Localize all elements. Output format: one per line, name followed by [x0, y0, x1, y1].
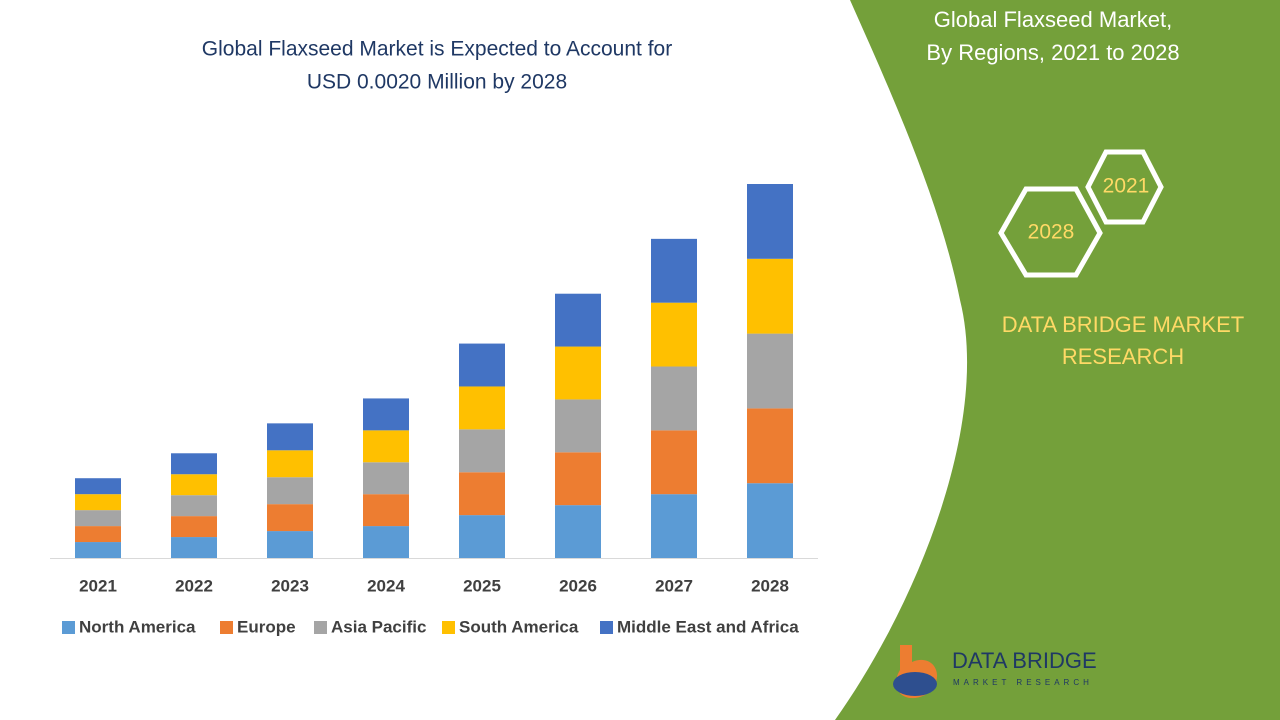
- bar-segment: [171, 495, 217, 517]
- bar-segment: [267, 423, 313, 451]
- logo-name: DATA BRIDGE: [952, 648, 1097, 673]
- bar-segment: [651, 430, 697, 495]
- legend-label: South America: [459, 617, 579, 636]
- bar-segment: [363, 398, 409, 431]
- bar-segment: [555, 399, 601, 453]
- bar-segment: [75, 526, 121, 543]
- bar-segment: [75, 494, 121, 511]
- chart-title: USD 0.0020 Million by 2028: [307, 71, 567, 94]
- bar-segment: [459, 472, 505, 516]
- legend-label: North America: [79, 617, 196, 636]
- bar-segment: [459, 343, 505, 387]
- bar-segment: [555, 452, 601, 506]
- bar-segment: [747, 483, 793, 558]
- bar-segment: [651, 238, 697, 303]
- legend-swatch: [220, 621, 233, 634]
- bar-segment: [267, 504, 313, 532]
- logo-mark: [893, 672, 937, 696]
- logo-tagline: MARKET RESEARCH: [953, 678, 1093, 687]
- bar-segment: [267, 450, 313, 478]
- bar-segment: [651, 366, 697, 431]
- bar-segment: [363, 526, 409, 558]
- bar-segment: [171, 537, 217, 558]
- bar-segment: [363, 494, 409, 527]
- legend-swatch: [62, 621, 75, 634]
- bar-segment: [75, 542, 121, 558]
- bar-segment: [171, 516, 217, 538]
- bar-segment: [459, 386, 505, 430]
- chart-title: Global Flaxseed Market is Expected to Ac…: [202, 38, 672, 61]
- x-tick-label: 2027: [655, 576, 693, 595]
- bar-segment: [363, 462, 409, 495]
- bar-segment: [747, 184, 793, 259]
- bar-segment: [555, 346, 601, 400]
- x-tick-label: 2028: [751, 576, 789, 595]
- bar-segment: [747, 258, 793, 334]
- legend-label: Middle East and Africa: [617, 617, 799, 636]
- x-tick-label: 2021: [79, 576, 117, 595]
- hexagon: [1085, 149, 1164, 225]
- side-panel: [835, 0, 1280, 720]
- legend-swatch: [314, 621, 327, 634]
- bar-segment: [267, 531, 313, 558]
- bar-segment: [267, 477, 313, 505]
- brand-text: DATA BRIDGE MARKET: [1002, 312, 1244, 337]
- legend-label: Europe: [237, 617, 296, 636]
- panel-title: By Regions, 2021 to 2028: [926, 40, 1179, 65]
- bar-segment: [651, 494, 697, 558]
- bar-segment: [459, 429, 505, 473]
- x-tick-label: 2025: [463, 576, 501, 595]
- bar-segment: [747, 333, 793, 409]
- hexagon: [998, 186, 1103, 278]
- legend-label: Asia Pacific: [331, 617, 426, 636]
- bar-segment: [747, 408, 793, 484]
- legend-swatch: [442, 621, 455, 634]
- x-tick-label: 2024: [367, 576, 405, 595]
- legend-swatch: [600, 621, 613, 634]
- bar-segment: [75, 510, 121, 527]
- hexagon-label: 2021: [1103, 175, 1150, 198]
- hexagon-label: 2028: [1028, 221, 1075, 244]
- bar-segment: [171, 453, 217, 475]
- bar-segment: [651, 302, 697, 367]
- bar-segment: [459, 515, 505, 558]
- bar-segment: [555, 293, 601, 347]
- x-tick-label: 2023: [271, 576, 309, 595]
- bar-segment: [555, 505, 601, 558]
- x-tick-label: 2022: [175, 576, 213, 595]
- bar-segment: [75, 478, 121, 495]
- panel-title: Global Flaxseed Market,: [934, 7, 1172, 32]
- bar-segment: [171, 474, 217, 496]
- x-tick-label: 2026: [559, 576, 597, 595]
- brand-text: RESEARCH: [1062, 344, 1184, 369]
- logo: DATA BRIDGE MARKET RESEARCH: [893, 645, 1097, 699]
- bar-segment: [363, 430, 409, 463]
